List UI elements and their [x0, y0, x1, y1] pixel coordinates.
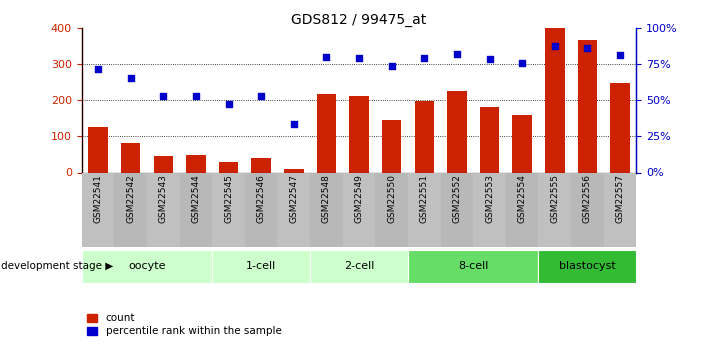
- Point: [223, 102, 234, 107]
- Text: GSM22555: GSM22555: [550, 174, 560, 223]
- Bar: [186, 155, 205, 172]
- Bar: [513, 115, 532, 172]
- Legend: count, percentile rank within the sample: count, percentile rank within the sample: [87, 313, 282, 336]
- Bar: [577, 40, 597, 172]
- Text: GSM22556: GSM22556: [583, 174, 592, 223]
- Point: [614, 53, 626, 58]
- Bar: [310, 250, 408, 283]
- Bar: [610, 83, 630, 172]
- Text: GSM22541: GSM22541: [94, 174, 102, 223]
- Bar: [284, 169, 304, 172]
- Bar: [245, 172, 277, 247]
- Bar: [441, 172, 474, 247]
- Text: GSM22546: GSM22546: [257, 174, 266, 223]
- Point: [451, 51, 463, 57]
- Text: GSM22550: GSM22550: [387, 174, 396, 223]
- Point: [288, 121, 299, 126]
- Bar: [506, 172, 538, 247]
- Point: [92, 67, 104, 72]
- Bar: [213, 250, 310, 283]
- Text: GSM22545: GSM22545: [224, 174, 233, 223]
- Text: 1-cell: 1-cell: [246, 261, 277, 271]
- Point: [353, 56, 365, 61]
- Bar: [408, 172, 441, 247]
- Point: [191, 93, 202, 99]
- Bar: [571, 172, 604, 247]
- Point: [516, 60, 528, 66]
- Text: GSM22549: GSM22549: [355, 174, 363, 223]
- Point: [549, 43, 560, 49]
- Bar: [604, 172, 636, 247]
- Bar: [180, 172, 213, 247]
- Point: [484, 57, 496, 62]
- Text: 2-cell: 2-cell: [344, 261, 374, 271]
- Bar: [343, 172, 375, 247]
- Bar: [121, 143, 141, 172]
- Text: GSM22552: GSM22552: [452, 174, 461, 223]
- Bar: [316, 93, 336, 172]
- Text: 8-cell: 8-cell: [458, 261, 488, 271]
- Text: GSM22543: GSM22543: [159, 174, 168, 223]
- Bar: [252, 158, 271, 172]
- Text: blastocyst: blastocyst: [559, 261, 616, 271]
- Text: GSM22548: GSM22548: [322, 174, 331, 223]
- Text: GSM22554: GSM22554: [518, 174, 527, 223]
- Text: GSM22544: GSM22544: [191, 174, 201, 223]
- Text: GSM22542: GSM22542: [126, 174, 135, 223]
- Bar: [154, 156, 173, 172]
- Point: [158, 93, 169, 98]
- Bar: [349, 96, 369, 172]
- Bar: [480, 107, 499, 172]
- Bar: [538, 172, 571, 247]
- Bar: [213, 172, 245, 247]
- Point: [255, 93, 267, 99]
- Bar: [538, 250, 636, 283]
- Title: GDS812 / 99475_at: GDS812 / 99475_at: [292, 12, 427, 27]
- Bar: [415, 101, 434, 172]
- Text: GSM22553: GSM22553: [485, 174, 494, 223]
- Bar: [474, 172, 506, 247]
- Bar: [219, 162, 238, 172]
- Bar: [82, 250, 213, 283]
- Point: [582, 46, 593, 51]
- Text: development stage ▶: development stage ▶: [1, 261, 114, 271]
- Point: [419, 56, 430, 61]
- Point: [321, 54, 332, 59]
- Bar: [408, 250, 538, 283]
- Bar: [310, 172, 343, 247]
- Bar: [447, 91, 466, 172]
- Point: [386, 63, 397, 69]
- Text: GSM22547: GSM22547: [289, 174, 299, 223]
- Bar: [88, 127, 108, 172]
- Bar: [277, 172, 310, 247]
- Bar: [82, 172, 114, 247]
- Bar: [375, 172, 408, 247]
- Bar: [114, 172, 147, 247]
- Bar: [147, 172, 180, 247]
- Bar: [382, 120, 402, 172]
- Text: oocyte: oocyte: [128, 261, 166, 271]
- Text: GSM22557: GSM22557: [616, 174, 624, 223]
- Text: GSM22551: GSM22551: [419, 174, 429, 223]
- Bar: [545, 28, 565, 172]
- Point: [125, 76, 137, 81]
